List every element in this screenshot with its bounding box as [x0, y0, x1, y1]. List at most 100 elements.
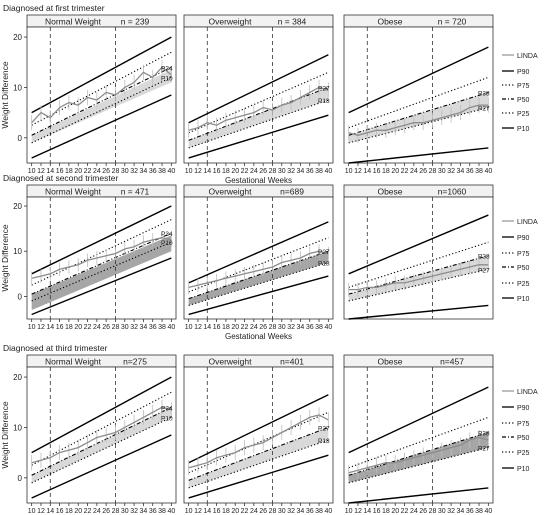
percentile-line-p50 [348, 431, 489, 476]
panel-r1-c1: Diagnosed at first trimester Normal Weigh… [0, 3, 177, 175]
legend-item-p75: P75 [502, 251, 530, 258]
end-label-upper: P38 [478, 254, 490, 261]
percentile-line-p10 [348, 487, 489, 504]
y-tick-label: 0 [18, 134, 23, 143]
percentile-band [31, 69, 172, 143]
x-tick-label: 32 [130, 168, 138, 175]
x-tick-label: 40 [167, 508, 175, 515]
x-tick-label: 14 [203, 168, 211, 175]
x-tick-label: 40 [167, 324, 175, 331]
panel-n-label: n=689 [280, 187, 304, 197]
x-tick-label: 22 [241, 168, 249, 175]
x-tick-label: 40 [324, 168, 332, 175]
legend-item-p10: P10 [502, 126, 530, 133]
end-label-lower: P10 [161, 75, 173, 82]
percentile-line-p25 [188, 99, 329, 149]
x-tick-label: 32 [287, 508, 295, 515]
percentile-line-p50 [348, 91, 489, 136]
x-tick-label: 24 [93, 168, 101, 175]
x-tick-label: 16 [213, 508, 221, 515]
x-tick-label: 22 [84, 508, 92, 515]
end-label-upper: P38 [478, 90, 490, 97]
x-axis-label: Gestational Weeks [225, 176, 292, 185]
legend-row-2: LINDA P90 P75 P50 P25 P10 [502, 219, 538, 303]
x-tick-label: 20 [231, 508, 239, 515]
x-tick-label: 34 [457, 508, 465, 515]
x-tick-label: 30 [438, 168, 446, 175]
panel-r1-c3: Obese n = 720 P38 P27 10 12 14 16 18 20 22 24 26 28 30… [343, 14, 494, 175]
percentile-line-p90 [348, 386, 489, 454]
panel-n-label: n = 239 [121, 17, 150, 27]
percentile-line-p75 [348, 416, 489, 469]
y-axis-label: Weight Difference [0, 401, 10, 469]
x-tick-label: 18 [65, 508, 73, 515]
legend-item-linda: LINDA [502, 219, 538, 226]
x-tick-label: 10 [345, 508, 353, 515]
panel-r2-c1: Diagnosed at second trimester Normal Weig… [0, 173, 177, 331]
percentile-line-p25 [348, 447, 489, 484]
x-tick-label: 26 [419, 508, 427, 515]
end-label-upper: P27 [318, 249, 330, 256]
x-tick-label: 20 [231, 324, 239, 331]
x-tick-label: 24 [93, 508, 101, 515]
x-tick-label: 26 [102, 508, 110, 515]
x-tick-label: 38 [158, 508, 166, 515]
x-tick-label: 16 [373, 168, 381, 175]
x-tick-label: 40 [484, 508, 492, 515]
x-tick-label: 28 [429, 168, 437, 175]
plot-frame [343, 366, 494, 504]
legend-label: P75 [517, 83, 530, 90]
x-tick-label: 14 [203, 508, 211, 515]
percentile-line-p25 [31, 241, 172, 302]
legend-item-p90: P90 [502, 69, 530, 76]
percentile-line-p90 [348, 46, 489, 114]
legend-label: LINDA [517, 53, 538, 60]
y-tick-label: 10 [13, 247, 22, 256]
percentile-band [188, 251, 329, 306]
linda-line [31, 66, 172, 124]
plot-frame [343, 196, 494, 320]
x-tick-label: 26 [259, 168, 267, 175]
linda-line [348, 436, 489, 474]
end-label-upper: P34 [161, 405, 173, 412]
percentile-line-p50 [31, 66, 172, 136]
legend-row-3: LINDA P90 P75 P50 P25 P10 [502, 389, 538, 473]
legend-item-p90: P90 [502, 235, 530, 242]
x-tick-label: 38 [158, 324, 166, 331]
x-tick-label: 16 [213, 168, 221, 175]
x-tick-label: 40 [324, 508, 332, 515]
percentile-line-p75 [188, 71, 329, 134]
percentile-line-p10 [188, 114, 329, 159]
percentile-line-p90 [188, 54, 329, 124]
x-tick-label: 24 [410, 168, 418, 175]
panel-title: Obese [377, 187, 402, 197]
x-tick-label: 20 [231, 168, 239, 175]
panel-r3-c2: Overweight n=401 P27 P18 10 12 14 16 18 20 22 24 26 2… [183, 354, 334, 515]
percentile-line-p10 [348, 147, 489, 164]
x-tick-label: 20 [74, 508, 82, 515]
x-tick-label: 14 [363, 508, 371, 515]
percentile-line-p50 [31, 406, 172, 476]
y-tick-label: 20 [13, 33, 22, 42]
panel-n-label: n=275 [123, 357, 147, 367]
x-tick-label: 36 [149, 324, 157, 331]
x-tick-label: 30 [278, 508, 286, 515]
plot-frame [343, 26, 494, 164]
legend-item-p50: P50 [502, 265, 530, 272]
x-tick-label: 16 [213, 324, 221, 331]
x-tick-label: 34 [297, 168, 305, 175]
x-tick-label: 32 [287, 168, 295, 175]
legend-label: P10 [517, 126, 530, 133]
y-tick-label: 20 [13, 373, 22, 382]
percentile-line-p10 [348, 304, 489, 320]
percentile-band [31, 235, 172, 310]
x-tick-label: 22 [401, 168, 409, 175]
legend-item-p75: P75 [502, 83, 530, 90]
x-tick-label: 22 [84, 168, 92, 175]
end-label-lower: P18 [318, 98, 330, 105]
percentile-line-p75 [188, 411, 329, 474]
percentile-line-p75 [31, 51, 172, 126]
legend-item-p90: P90 [502, 405, 530, 412]
percentile-band [188, 427, 329, 488]
